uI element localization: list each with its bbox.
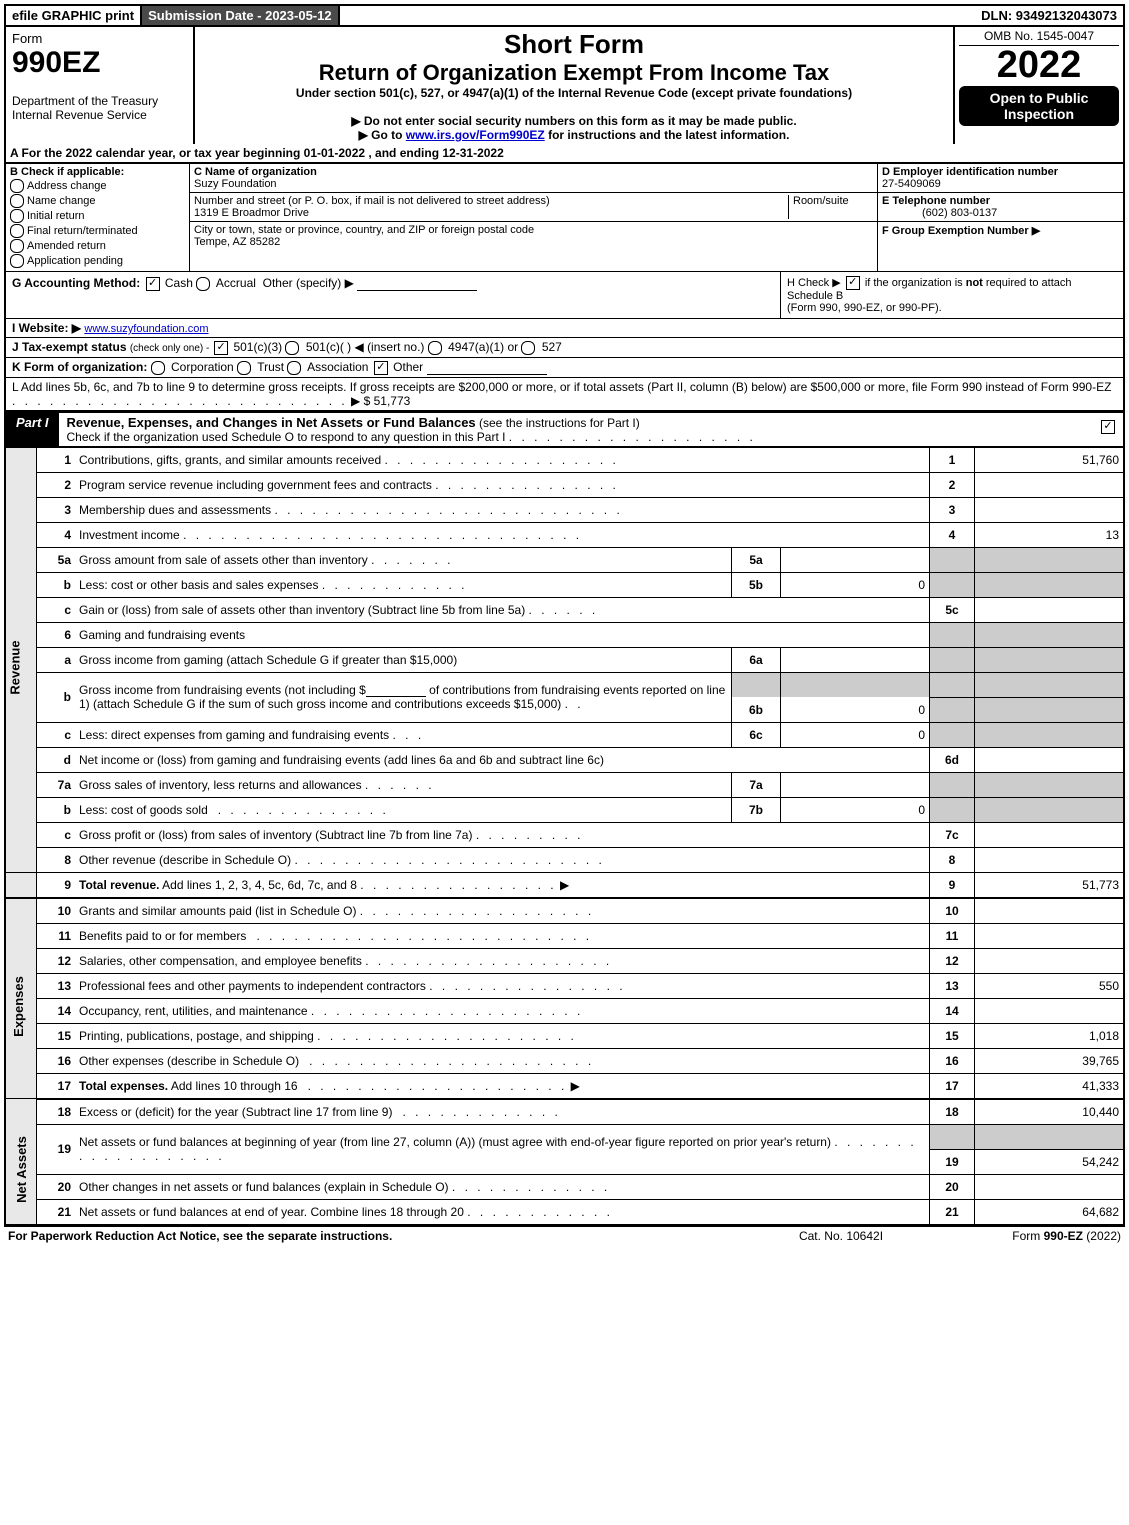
check-initial[interactable]: Initial return <box>10 209 185 223</box>
header-center: Short Form Return of Organization Exempt… <box>195 27 955 144</box>
section-def: D Employer identification number 27-5409… <box>878 164 1123 271</box>
org-address: 1319 E Broadmor Drive <box>194 207 309 219</box>
row-gh: G Accounting Method: Cash Accrual Other … <box>4 272 1125 319</box>
section-l: L Add lines 5b, 6c, and 7b to line 9 to … <box>4 378 1125 412</box>
part1-label: Part I <box>6 413 59 446</box>
org-city: Tempe, AZ 85282 <box>194 236 280 248</box>
line19-val: 54,242 <box>975 1149 1125 1174</box>
line15-val: 1,018 <box>975 1023 1125 1048</box>
short-form-title: Short Form <box>203 29 945 60</box>
line17-val: 41,333 <box>975 1073 1125 1099</box>
check-name[interactable]: Name change <box>10 194 185 208</box>
return-title: Return of Organization Exempt From Incom… <box>203 60 945 86</box>
under-section: Under section 501(c), 527, or 4947(a)(1)… <box>203 86 945 100</box>
check-527[interactable] <box>521 341 535 355</box>
header-right: OMB No. 1545-0047 2022 Open to Public In… <box>955 27 1123 144</box>
line13-val: 550 <box>975 973 1125 998</box>
section-i: I Website: ▶ www.suzyfoundation.com <box>4 319 1125 338</box>
cat-no: Cat. No. 10642I <box>741 1229 941 1243</box>
goto-line: ▶ Go to www.irs.gov/Form990EZ for instru… <box>203 128 945 142</box>
gross-receipts: $ 51,773 <box>364 394 411 408</box>
check-amended[interactable]: Amended return <box>10 239 185 253</box>
form-header: Form 990EZ Department of the Treasury In… <box>4 27 1125 144</box>
group-exemption: F Group Exemption Number ▶ <box>882 225 1040 237</box>
check-501c[interactable] <box>285 341 299 355</box>
check-4947[interactable] <box>428 341 442 355</box>
website-link[interactable]: www.suzyfoundation.com <box>84 323 208 335</box>
line4-val: 13 <box>975 522 1125 547</box>
check-trust[interactable] <box>237 361 251 375</box>
check-assoc[interactable] <box>287 361 301 375</box>
org-name: Suzy Foundation <box>194 178 277 190</box>
revenue-table: Revenue 1 Contributions, gifts, grants, … <box>4 448 1125 1226</box>
part1-title: Revenue, Expenses, and Changes in Net As… <box>59 413 1093 446</box>
form-word: Form <box>12 31 42 46</box>
header-left: Form 990EZ Department of the Treasury In… <box>6 27 195 144</box>
check-final[interactable]: Final return/terminated <box>10 224 185 238</box>
section-b: B Check if applicable: Address change Na… <box>6 164 190 271</box>
page-footer: For Paperwork Reduction Act Notice, see … <box>4 1226 1125 1245</box>
form-number: 990EZ <box>12 46 100 79</box>
irs-label: Internal Revenue Service <box>12 108 147 122</box>
dln-label: DLN: 93492132043073 <box>975 6 1123 25</box>
form-ref: Form 990-EZ (2022) <box>941 1229 1121 1243</box>
netassets-sidebar: Net Assets <box>5 1099 37 1225</box>
efile-label[interactable]: efile GRAPHIC print <box>6 6 142 25</box>
line9-val: 51,773 <box>975 872 1125 898</box>
section-c: C Name of organization Suzy Foundation N… <box>190 164 878 271</box>
line16-val: 39,765 <box>975 1048 1125 1073</box>
section-k: K Form of organization: Corporation Trus… <box>4 358 1125 378</box>
line21-val: 64,682 <box>975 1199 1125 1225</box>
line18-val: 10,440 <box>975 1099 1125 1125</box>
check-h[interactable] <box>846 276 860 290</box>
check-other-org[interactable] <box>374 361 388 375</box>
check-501c3[interactable] <box>214 341 228 355</box>
check-address[interactable]: Address change <box>10 179 185 193</box>
check-cash[interactable] <box>146 277 160 291</box>
section-g: G Accounting Method: Cash Accrual Other … <box>6 272 780 318</box>
expenses-sidebar: Expenses <box>5 898 37 1099</box>
ein: 27-5409069 <box>882 178 941 190</box>
tax-year: 2022 <box>959 46 1119 84</box>
irs-link[interactable]: www.irs.gov/Form990EZ <box>406 128 545 142</box>
paperwork-notice: For Paperwork Reduction Act Notice, see … <box>8 1229 741 1243</box>
dept-label: Department of the Treasury <box>12 94 158 108</box>
check-corp[interactable] <box>151 361 165 375</box>
section-j: J Tax-exempt status (check only one) - 5… <box>4 338 1125 358</box>
section-a: A For the 2022 calendar year, or tax yea… <box>4 144 1125 164</box>
submission-date: Submission Date - 2023-05-12 <box>142 6 340 25</box>
check-accrual[interactable] <box>196 277 210 291</box>
line1-val: 51,760 <box>975 448 1125 473</box>
room-suite: Room/suite <box>789 195 873 219</box>
no-ssn: ▶ Do not enter social security numbers o… <box>203 114 945 128</box>
phone: (602) 803-0137 <box>882 207 997 219</box>
revenue-sidebar: Revenue <box>5 448 37 873</box>
check-pending[interactable]: Application pending <box>10 254 185 268</box>
open-public: Open to Public Inspection <box>959 86 1119 126</box>
section-h: H Check ▶ if the organization is not req… <box>780 272 1123 318</box>
info-grid: B Check if applicable: Address change Na… <box>4 164 1125 272</box>
part1-checkbox[interactable] <box>1093 413 1123 446</box>
part1-header: Part I Revenue, Expenses, and Changes in… <box>4 412 1125 448</box>
top-bar: efile GRAPHIC print Submission Date - 20… <box>4 4 1125 27</box>
